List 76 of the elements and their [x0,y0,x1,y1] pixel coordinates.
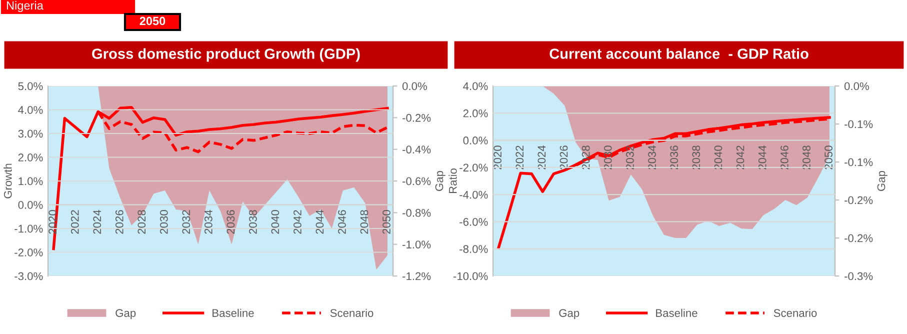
x-tick-label: 2022 [70,210,79,234]
x-tick-label: 2040 [271,210,280,234]
y2-tick-label: -0.2% [844,234,873,242]
y2-tick-label: 0.0% [844,82,869,90]
x-tick-label: 2020 [48,210,57,234]
x-tick-label: 2024 [93,210,102,234]
x-tick-label: 2048 [802,146,810,170]
x-tick-label: 2038 [249,210,257,234]
y2-axis-title: Gap [877,170,888,191]
x-tick-label: 2046 [780,146,788,170]
y-tick-label: 2.0% [18,154,43,162]
y-tick-label: -2.0% [14,248,43,256]
x-tick-label: 2048 [360,210,368,234]
y-tick-label: 2.0% [463,109,488,118]
y2-tick-label: -0.1% [844,158,873,166]
y-tick-label: -1.0% [14,224,43,233]
y-tick-label: 4.0% [463,82,488,90]
y-axis-title: Ratio [448,168,457,194]
y-tick-label: -6.0% [460,218,488,226]
legend-label: Scenario [330,308,374,317]
y2-tick-label: -1.2% [402,272,431,280]
text: 2050 [140,16,166,26]
y2-tick-label: -0.3% [844,272,873,280]
y-tick-label: -2.0% [460,164,488,172]
y-tick-label: 0.0% [463,136,488,144]
y-tick-label: -8.0% [460,245,488,253]
y-tick-label: -4.0% [460,190,488,199]
x-tick-label: 2038 [692,146,700,170]
x-tick-label: 2044 [758,145,766,170]
y-tick-label: 0.0% [18,201,43,209]
x-tick-label: 2036 [226,210,235,234]
y2-tick-label: -0.2% [844,196,873,204]
x-tick-label: 2044 [316,210,324,234]
y-axis-title: Growth [4,164,12,198]
x-tick-label: 2050 [824,146,832,170]
x-tick-label: 2040 [714,146,722,170]
legend-label: Scenario [774,308,817,317]
y-tick-label: 1.0% [18,177,43,186]
chart-title: Current account balance - GDP Ratio [550,48,808,59]
y2-tick-label: -1.0% [402,240,431,248]
y2-tick-label: -0.8% [402,208,431,217]
x-tick-label: 2036 [670,146,678,170]
legend-label: Baseline [656,308,698,317]
legend-label: Baseline [212,308,254,317]
y2-axis-title: Gap [435,170,446,191]
text: Nigeria [6,1,44,12]
legend-label: Gap [559,309,580,320]
y2-tick-label: -0.2% [402,114,431,122]
x-tick-label: 2028 [582,146,590,170]
x-tick-label: 2034 [204,210,212,234]
y2-tick-label: 0.0% [402,82,427,90]
y-tick-label: 5.0% [18,82,43,90]
x-tick-label: 2028 [138,210,146,234]
y2-tick-label: -0.4% [402,146,431,154]
x-tick-label: 2030 [604,146,612,170]
x-tick-label: 2032 [182,210,190,234]
y-tick-label: 4.0% [18,106,43,114]
y-tick-label: 3.0% [18,130,43,138]
x-tick-label: 2034 [648,145,656,170]
x-tick-label: 2042 [736,146,744,170]
x-tick-label: 2026 [115,210,124,234]
y-tick-label: -10.0% [453,272,488,280]
y2-tick-label: -0.1% [844,120,873,128]
x-tick-label: 2022 [516,146,524,170]
x-tick-label: 2050 [382,210,390,234]
x-tick-label: 2042 [294,210,302,234]
x-tick-label: 2030 [160,210,168,234]
x-tick-label: 2026 [560,146,568,170]
x-tick-label: 2024 [538,145,546,170]
x-tick-label: 2032 [626,146,634,170]
y-tick-label: -3.0% [14,272,43,280]
x-tick-label: 2020 [494,146,502,170]
legend-label: Gap [116,309,136,320]
x-tick-label: 2046 [338,210,346,234]
y2-tick-label: -0.6% [402,177,431,186]
chart-title: Gross domestic product Growth (GDP) [92,48,360,62]
